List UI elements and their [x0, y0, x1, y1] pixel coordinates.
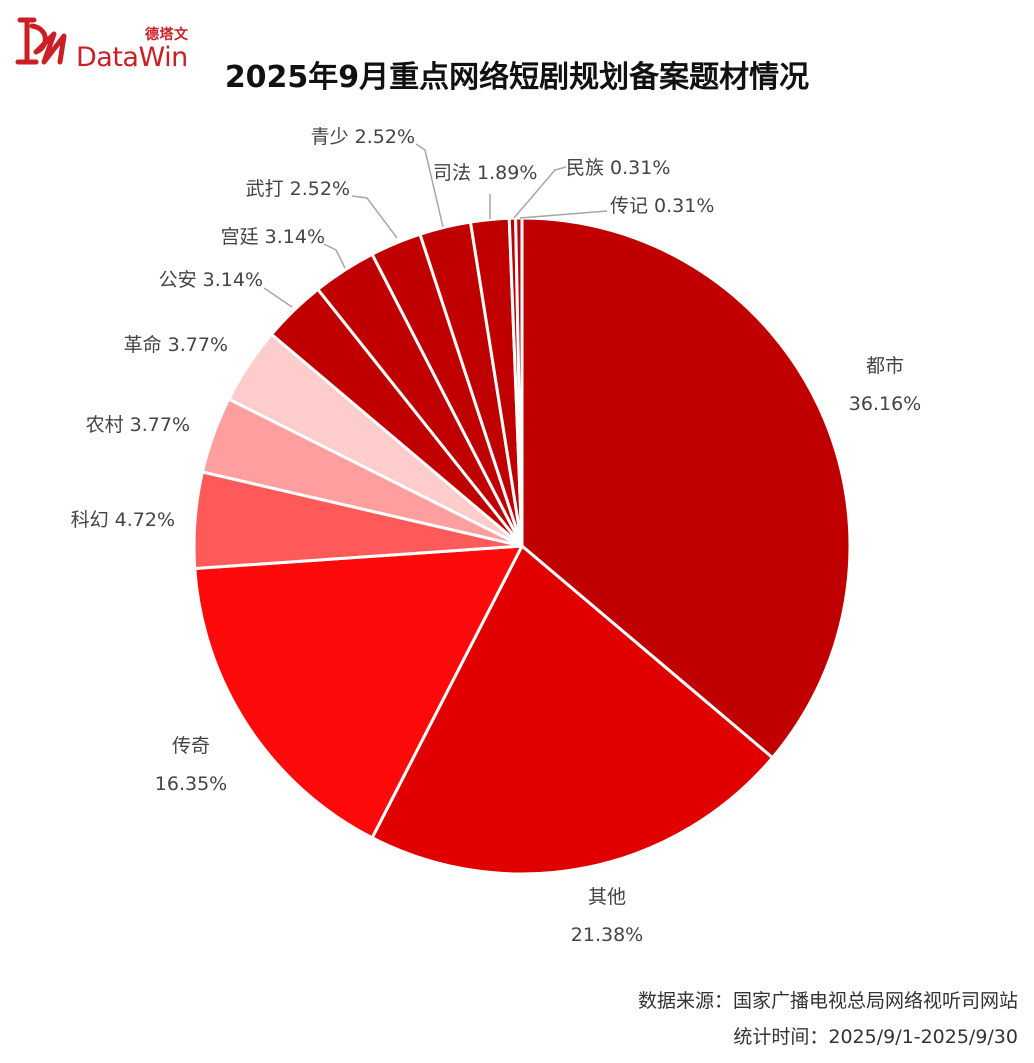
slice-label-4: 农村 3.77%: [86, 414, 190, 436]
statistics-period-note: 统计时间：2025/9/1-2025/9/30: [733, 1026, 1018, 1048]
slice-label-0: 都市 36.16%: [849, 355, 921, 415]
slice-label-10: 司法 1.89%: [433, 162, 537, 184]
leader-line-11: [513, 166, 567, 219]
slice-label-8: 武打 2.52%: [246, 178, 350, 200]
leader-line-9: [415, 143, 444, 228]
slice-label-1: 其他 21.38%: [571, 886, 643, 946]
slice-label-5: 革命 3.77%: [124, 334, 228, 356]
slice-label-11: 民族 0.31%: [566, 157, 670, 179]
slice-label-7: 宫廷 3.14%: [221, 226, 325, 248]
leader-line-7: [323, 243, 346, 269]
slice-label-2: 传奇 16.35%: [155, 735, 227, 795]
pie-slice-2: [193, 544, 524, 840]
pie-chart: 都市 36.16% 其他 21.38% 传奇 16.35% 科幻 4.72% 农村 3.77%…: [71, 126, 922, 946]
chart-title: 2025年9月重点网络短剧规划备案题材情况: [224, 60, 810, 95]
slice-label-12: 传记 0.31%: [610, 195, 714, 217]
logo-english-name: DataWin: [76, 42, 188, 73]
slice-label-6: 公安 3.14%: [159, 269, 263, 291]
leader-line-12: [519, 210, 608, 219]
slice-label-3: 科幻 4.72%: [71, 509, 175, 531]
slice-label-9: 青少 2.52%: [311, 126, 415, 148]
leader-line-6: [263, 287, 293, 308]
pie-slice-1: [370, 544, 775, 876]
data-source-note: 数据来源：国家广播电视总局网络视听司网站: [637, 990, 1018, 1012]
datawin-logo: 德塔文 DataWin: [14, 12, 204, 73]
pie-slice-0: [520, 216, 852, 760]
logo-chinese-name: 德塔文: [145, 27, 189, 43]
datawin-logo-mark: [15, 17, 67, 65]
leader-line-8: [351, 195, 398, 239]
